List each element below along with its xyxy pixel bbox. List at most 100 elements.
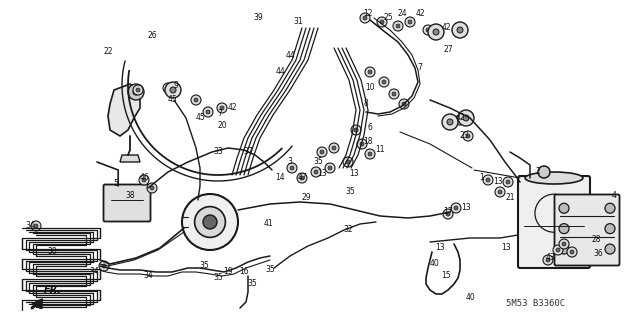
- Text: FR.: FR.: [44, 285, 62, 295]
- Circle shape: [454, 206, 458, 210]
- Circle shape: [290, 166, 294, 170]
- Circle shape: [605, 203, 615, 213]
- Text: 28: 28: [591, 235, 601, 244]
- Circle shape: [605, 244, 615, 254]
- Circle shape: [166, 86, 170, 90]
- Text: 25: 25: [383, 13, 393, 23]
- Text: 21: 21: [505, 194, 515, 203]
- Circle shape: [170, 87, 176, 93]
- Text: 13: 13: [493, 177, 503, 187]
- Circle shape: [466, 134, 470, 138]
- Text: 16: 16: [239, 268, 249, 277]
- Text: 39: 39: [253, 13, 263, 23]
- Text: 3: 3: [287, 158, 292, 167]
- Circle shape: [99, 261, 109, 271]
- FancyBboxPatch shape: [104, 184, 150, 221]
- Circle shape: [506, 180, 510, 184]
- Text: 29: 29: [301, 194, 311, 203]
- Circle shape: [379, 77, 389, 87]
- Circle shape: [455, 115, 465, 125]
- Circle shape: [343, 157, 353, 167]
- Circle shape: [495, 187, 505, 197]
- Text: 13: 13: [317, 169, 327, 179]
- Circle shape: [442, 114, 458, 130]
- Text: 19: 19: [223, 268, 233, 277]
- FancyBboxPatch shape: [554, 195, 620, 265]
- Circle shape: [458, 110, 474, 126]
- Text: 24: 24: [397, 10, 407, 19]
- Circle shape: [570, 250, 574, 254]
- Circle shape: [408, 20, 412, 24]
- Text: 5M53 B3360C: 5M53 B3360C: [506, 300, 566, 308]
- Text: 5: 5: [113, 180, 118, 189]
- Polygon shape: [120, 155, 140, 162]
- Circle shape: [314, 170, 318, 174]
- Circle shape: [150, 186, 154, 190]
- Circle shape: [102, 264, 106, 268]
- Circle shape: [191, 95, 201, 105]
- Text: 4: 4: [612, 191, 616, 201]
- Text: 42: 42: [455, 114, 465, 122]
- Text: 41: 41: [263, 219, 273, 228]
- Text: 40: 40: [429, 259, 439, 269]
- Circle shape: [368, 70, 372, 74]
- Text: 13: 13: [435, 243, 445, 253]
- Circle shape: [382, 80, 386, 84]
- Circle shape: [163, 83, 173, 93]
- Text: 42: 42: [227, 103, 237, 113]
- Circle shape: [380, 20, 384, 24]
- Circle shape: [351, 125, 361, 135]
- Text: 35: 35: [265, 265, 275, 275]
- Text: 15: 15: [441, 271, 451, 280]
- Text: 46: 46: [139, 174, 149, 182]
- Circle shape: [392, 92, 396, 96]
- Circle shape: [486, 178, 490, 182]
- Text: 22: 22: [103, 48, 113, 56]
- Circle shape: [220, 106, 224, 110]
- Text: 35: 35: [313, 158, 323, 167]
- Circle shape: [203, 215, 217, 229]
- Circle shape: [128, 84, 144, 100]
- Text: 35: 35: [247, 279, 257, 288]
- Circle shape: [363, 16, 367, 20]
- Text: 30: 30: [47, 248, 57, 256]
- FancyBboxPatch shape: [518, 176, 590, 268]
- Circle shape: [203, 107, 213, 117]
- Circle shape: [31, 221, 41, 231]
- Polygon shape: [108, 84, 140, 136]
- Circle shape: [360, 13, 370, 23]
- Circle shape: [287, 163, 297, 173]
- Circle shape: [402, 102, 406, 106]
- Text: 44: 44: [285, 50, 295, 60]
- Circle shape: [365, 67, 375, 77]
- Circle shape: [133, 89, 139, 95]
- Circle shape: [297, 173, 307, 183]
- Text: 13: 13: [501, 243, 511, 253]
- Circle shape: [553, 245, 563, 255]
- Circle shape: [405, 17, 415, 27]
- Circle shape: [457, 27, 463, 33]
- Text: 31: 31: [293, 18, 303, 26]
- Circle shape: [317, 147, 327, 157]
- Circle shape: [325, 163, 335, 173]
- Circle shape: [423, 25, 433, 35]
- Text: 38: 38: [125, 191, 135, 201]
- Text: 7: 7: [417, 63, 422, 72]
- Text: 17: 17: [443, 207, 453, 217]
- Circle shape: [463, 115, 469, 121]
- Text: 35: 35: [345, 188, 355, 197]
- Text: 13: 13: [349, 169, 359, 179]
- Ellipse shape: [525, 172, 583, 184]
- Circle shape: [559, 239, 569, 249]
- Text: 47: 47: [297, 174, 307, 182]
- Text: 26: 26: [147, 32, 157, 41]
- Circle shape: [446, 212, 450, 216]
- Text: 1: 1: [479, 174, 484, 182]
- Circle shape: [147, 183, 157, 193]
- Text: 14: 14: [275, 174, 285, 182]
- Text: 33: 33: [213, 147, 223, 157]
- Circle shape: [399, 99, 409, 109]
- Circle shape: [567, 247, 577, 257]
- Circle shape: [195, 207, 225, 237]
- Text: 27: 27: [443, 46, 453, 55]
